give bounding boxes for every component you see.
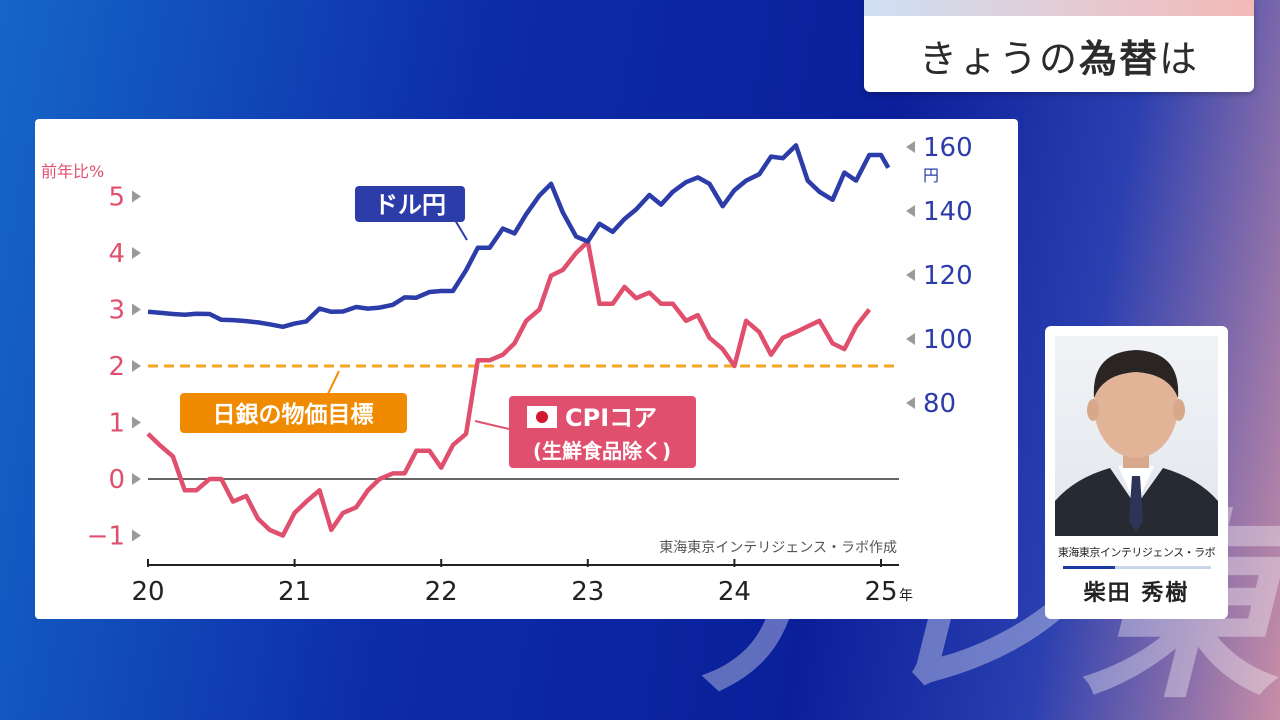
right-tick-marker [906,333,915,345]
right-tick-label: 80 [923,389,956,419]
x-tick-label: 21 [278,577,311,607]
cpi-label-note: (生鮮食品除く) [533,439,671,463]
left-tick-label: 0 [108,465,125,495]
right-tick-marker [906,397,915,409]
usd-jpy-line [147,143,891,330]
x-tick-label: 24 [718,577,751,607]
x-tick-label: 20 [131,577,164,607]
cpi-label-leader [474,420,510,430]
chart-card: 20 21 22 23 24 25 年前年比% 5 4 3 2 1 0 −1 160 140 120 100 80 円… [35,119,1018,619]
left-tick-label: 1 [108,409,125,439]
right-tick-label: 100 [923,325,973,355]
right-tick-marker [906,141,915,153]
title-accent-strip [864,0,1254,16]
title-emphasis: 為替 [1078,37,1159,81]
boj-target-label-leader [326,370,340,397]
left-tick-marker [132,190,141,203]
x-axis-unit: 年 [899,588,913,604]
left-tick-label: 3 [108,296,125,326]
left-tick-marker [132,360,141,372]
left-tick-label: 4 [108,239,125,269]
left-tick-marker [132,416,141,429]
organization-underline [1063,566,1211,569]
presenter-photo [1055,336,1218,536]
source-credit: 東海東京インテリジェンス・ラボ作成 [659,540,897,556]
presenter-card: 東海東京インテリジェンス・ラボ 柴田 秀樹 [1045,326,1228,619]
usd-jpy-label: ドル円 [374,191,446,219]
left-tick-label: −1 [87,522,125,552]
title-panel: きょうの為替は [864,0,1254,92]
presenter-name: 柴田 秀樹 [1083,581,1190,606]
x-tick-label: 23 [571,577,604,607]
fx-cpi-chart: 20 21 22 23 24 25 年前年比%543210−116014012010080円… [41,133,973,607]
left-tick-marker [132,473,141,485]
left-tick-label: 5 [108,183,125,213]
right-tick-label: 120 [923,261,973,291]
right-axis-unit: 円 [923,166,939,185]
x-tick-label: 22 [425,577,458,607]
left-tick-marker [132,303,141,316]
presenter-organization: 東海東京インテリジェンス・ラボ [1057,546,1216,559]
right-tick-label: 160 [923,133,973,163]
cpi-core-line [146,239,872,538]
usd-jpy-label-leader [454,219,468,241]
cpi-label: CPIコア [565,404,657,432]
x-tick-label: 25 [864,577,897,607]
boj-target-label: 日銀の物価目標 [213,401,374,428]
boj-target-label-box [180,393,407,433]
left-tick-marker [132,247,141,259]
right-tick-label: 140 [923,197,973,227]
title-suffix: は [1159,37,1200,81]
usd-jpy-label-box [355,186,465,222]
left-tick-label: 2 [108,352,125,382]
right-tick-marker [906,269,915,281]
right-tick-marker [906,205,915,217]
left-tick-marker [132,529,141,542]
title-prefix: きょうの [918,37,1079,81]
presenter-portrait-icon [1055,350,1218,536]
japan-flag-disc [536,411,548,423]
left-axis-title: 前年比% [41,162,104,181]
page-title: きょうの為替は [864,28,1254,83]
